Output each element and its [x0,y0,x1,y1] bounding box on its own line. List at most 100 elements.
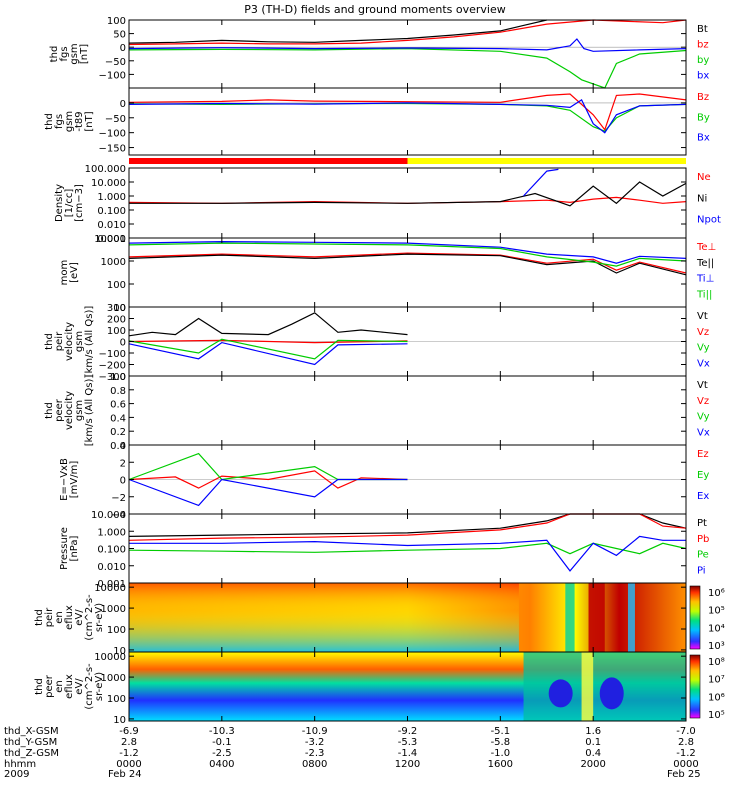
y-tick-label: 1.000 [97,192,126,203]
ephemeris-value: 0.4 [585,748,601,759]
legend-entry: Bx [697,133,710,144]
legend-entry: Pi [697,565,706,576]
y-tick-label: 10 [113,646,126,657]
ephemeris-value: -2.5 [212,748,232,759]
y-tick-label: 0.100 [97,206,126,217]
y-tick-label: −300 [99,372,126,383]
ephemeris-value: -5.1 [491,726,511,737]
y-tick-label: 0 [120,43,126,54]
legend-entry: Ez [697,449,709,460]
legend-entry: Ex [697,491,709,502]
ephemeris-value: -3.2 [305,737,325,748]
panel-5: 1.0 0.8 0.6 0.4 0.2 0.0 thd peer velocity gsm [km/… [44,372,710,452]
series-line [129,181,687,207]
y-axis-label: [nPa] [69,535,80,561]
panel-7: 10.000 1.000 0.100 0.010 0.001 Pressure [nPa] P… [59,510,709,590]
y-axis-label: peer [54,398,65,422]
ephemeris-value: 2.8 [678,737,694,748]
panel-0: 100 50 0 −50 −100 thd fgs gsm [nT] Bt bz by bx [49,16,709,89]
y-axis-label: [nT] [84,111,95,131]
legend-entry: Te⊥ [696,242,716,253]
y-tick-label: −100 [99,349,126,360]
ephemeris-value: -7.0 [676,726,696,737]
series-line [128,38,687,52]
y-axis-label: eV/ [74,609,85,626]
y-tick-label: 100 [107,694,126,705]
panel-frame [128,237,687,308]
series-line [128,452,408,481]
y-axis-label: fgs [59,46,70,61]
ephemeris-value: -10.9 [302,726,328,737]
colorbar-label: 10⁶ [708,588,725,599]
series-line [128,93,687,131]
colorbar-label: 10³ [708,641,725,652]
spectrogram-band [565,583,575,652]
ephemeris-value: -10.3 [209,726,235,737]
ephemeris-label: thd_Y-GSM [4,737,57,748]
y-tick-label: 100.000 [85,164,126,175]
y-axis-label: mom [59,260,70,286]
series-line [128,19,687,46]
y-tick-label: 10.000 [91,510,126,521]
y-tick-label: −200 [99,361,126,372]
mode-bar-yellow [407,158,686,164]
ephemeris-value: 0000 [673,759,698,770]
legend-entry: Vt [697,311,708,322]
y-tick-label: 1000 [101,604,126,615]
ephemeris-value: 1.6 [585,726,601,737]
y-axis-label: gsm [69,43,80,64]
y-tick-label: 50 [113,30,126,41]
y-tick-label: 4 [120,441,126,452]
y-axis-label: fgs [54,114,65,129]
y-tick-label: −50 [105,114,126,125]
panel-9: 10000 1000 100 10 thd peer en eflux eV/(cm^2-s-s… [34,651,725,726]
series-line [129,535,686,572]
y-tick-label: −4 [111,510,126,521]
panel-2: 100.000 10.000 1.000 0.100 0.010 0.001 Density… [54,164,721,245]
panel-3: 10000 1000 100 10 mom [eV] Te⊥ Te|| Ti⊥ Ti|| [59,234,716,314]
panel-frame [128,19,687,89]
ephemeris-value: 0000 [116,759,141,770]
y-axis-label: sr-eV) [94,672,105,701]
legend-entry: by [697,55,709,66]
ephemeris-value: 0400 [209,759,234,770]
panel-1: 0 −50 −100 −150 thd fgs gsm -t89 [nT] Bz By Bx [44,87,710,156]
legend-entry: Pe [697,550,709,561]
series-line [128,470,408,489]
legend-entry: Vy [697,343,710,354]
legend-entry: Ti|| [696,289,712,300]
spectrogram-band [581,652,594,721]
spectrogram-overlay [129,583,519,652]
y-tick-label: −150 [99,144,126,155]
legend-entry: Pt [697,518,707,529]
legend-entry: By [697,112,710,123]
ephemeris-value: -5.8 [491,737,511,748]
y-axis-label: thd [34,678,45,695]
y-tick-label: 0.2 [110,427,126,438]
ephemeris-label: hhmm [4,759,36,770]
y-tick-label: 1000 [101,673,126,684]
y-tick-label: −2 [111,493,126,504]
y-tick-label: 0.0 [110,441,126,452]
series-line [128,253,687,276]
year-label: 2009 [4,769,29,780]
ephemeris-value: -5.3 [398,737,418,748]
y-tick-label: 0.4 [110,413,126,424]
y-tick-label: 10000 [94,652,126,663]
y-axis-label: eflux [64,674,75,699]
y-tick-label: 0.001 [97,579,126,590]
y-axis-label: thd [34,609,45,626]
y-axis-label: en [54,611,65,624]
series-line [128,99,687,134]
y-axis-label: peir [44,607,55,627]
y-tick-label: 100 [107,280,126,291]
legend-entry: Vz [697,327,709,338]
series-line [128,341,408,366]
y-tick-label: 0.010 [97,562,126,573]
ephemeris-value: -1.0 [491,748,511,759]
ephemeris-value: -1.2 [676,748,696,759]
colorbar-label: 10⁴ [708,623,725,634]
series-line [128,312,408,337]
